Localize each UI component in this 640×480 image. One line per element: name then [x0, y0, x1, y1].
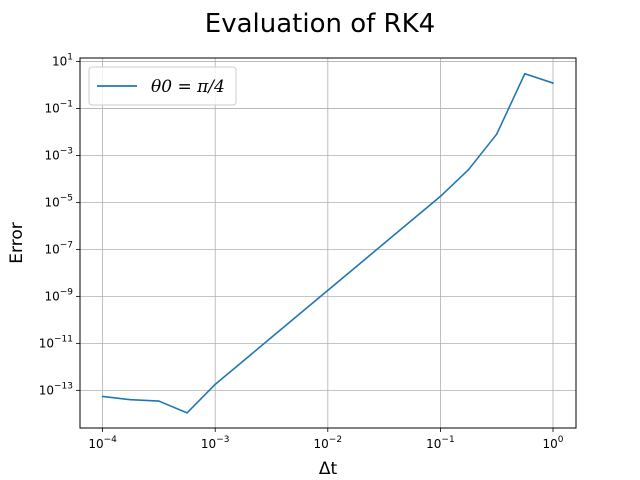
data-point: [298, 313, 301, 315]
y-tick-label: 101: [52, 52, 73, 68]
x-tick-label-exponent: −2: [329, 435, 342, 445]
data-point: [439, 195, 442, 198]
y-tick-label: 10−3: [44, 146, 73, 162]
x-tick-label-base: 10: [314, 437, 329, 451]
y-tick-label-base: 10: [39, 336, 54, 350]
data-point: [242, 360, 245, 362]
y-tick-label: 10−5: [44, 193, 73, 209]
y-tick-label-exponent: 1: [67, 52, 73, 62]
x-tick-label-exponent: 0: [558, 435, 564, 445]
data-point: [101, 395, 104, 398]
data-point: [214, 383, 217, 386]
x-tick-label-base: 10: [88, 437, 103, 451]
x-tick-label-base: 10: [543, 437, 558, 451]
data-point: [355, 266, 357, 268]
y-tick-label-base: 10: [44, 101, 59, 115]
x-axis: 10−4 10−3 10−2 10−1 100: [88, 428, 564, 451]
y-tick-label-base: 10: [44, 148, 59, 162]
y-tick-label-base: 10: [44, 289, 59, 303]
y-tick-label-exponent: −1: [60, 99, 73, 109]
y-tick-label-base: 10: [44, 242, 59, 256]
y-tick-label: 10−7: [44, 240, 73, 256]
y-tick-label-exponent: −5: [60, 193, 73, 203]
y-tick-label-exponent: −11: [54, 334, 73, 344]
y-tick-label: 10−13: [39, 381, 73, 397]
y-tick-label-base: 10: [39, 383, 54, 397]
x-tick-label-exponent: −4: [104, 435, 118, 445]
data-point: [467, 168, 470, 171]
data-point: [327, 289, 329, 292]
y-tick-label-exponent: −7: [60, 240, 73, 250]
chart-title: Evaluation of RK4: [205, 9, 435, 39]
legend: θ0 = π/4: [88, 66, 237, 106]
x-tick-label: 10−2: [314, 435, 343, 451]
data-point: [186, 412, 188, 414]
y-tick-label: 10−11: [39, 334, 73, 350]
grid: [80, 58, 576, 428]
data-point: [552, 82, 554, 84]
x-tick-label: 10−3: [201, 435, 230, 451]
y-tick-label-exponent: −3: [60, 146, 73, 156]
data-point: [158, 400, 160, 402]
x-tick-label-exponent: −1: [441, 435, 454, 445]
x-axis-label: Δt: [319, 459, 338, 479]
y-tick-label-base: 10: [52, 54, 67, 68]
y-tick-label-base: 10: [44, 195, 59, 209]
data-point: [524, 72, 526, 75]
x-tick-label-exponent: −3: [216, 435, 229, 445]
y-tick-label: 10−1: [44, 99, 73, 115]
legend-box: [88, 66, 237, 106]
y-tick-label-exponent: −9: [60, 287, 74, 297]
x-tick-label-base: 10: [201, 437, 216, 451]
x-tick-label: 10−1: [426, 435, 455, 451]
data-point: [270, 336, 273, 339]
y-tick-label: 10−9: [44, 287, 73, 303]
y-tick-label-exponent: −13: [54, 381, 73, 391]
x-tick-label: 10−4: [88, 435, 117, 451]
data-point: [495, 133, 498, 135]
y-axis-label: Error: [7, 222, 27, 263]
legend-label: θ0 = π/4: [151, 77, 225, 97]
data-point: [383, 242, 385, 245]
x-tick-label-base: 10: [426, 437, 441, 451]
data-point: [411, 219, 414, 221]
series-layer: [101, 72, 554, 414]
data-point: [129, 398, 132, 401]
x-tick-label: 100: [543, 435, 564, 451]
